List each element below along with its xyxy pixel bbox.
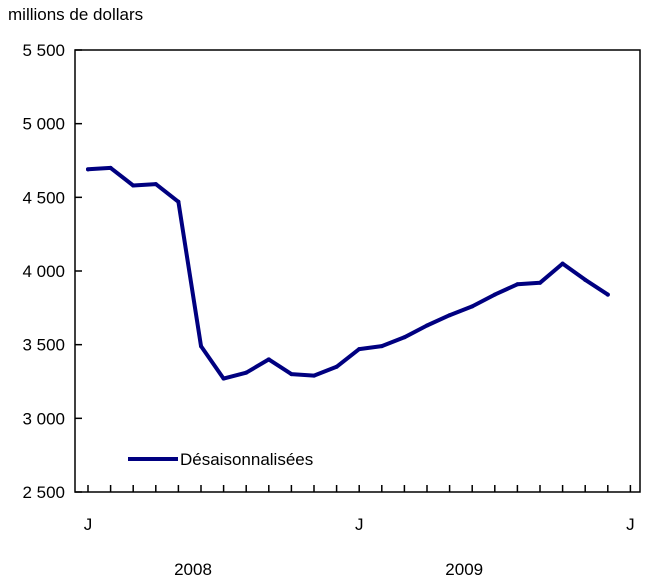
x-tick-label: J xyxy=(84,515,93,534)
y-axis: 2 500 3 000 3 500 4 000 4 500 5 000 5 500 xyxy=(22,41,82,502)
data-point xyxy=(244,370,249,375)
data-point xyxy=(199,344,203,349)
x-tick-label: J xyxy=(355,515,364,534)
legend-label-desaisonnalisees: Désaisonnalisées xyxy=(180,450,313,469)
data-point xyxy=(379,344,384,349)
data-point xyxy=(266,357,271,362)
data-point xyxy=(221,376,226,381)
data-point xyxy=(515,282,520,287)
y-tick-label: 2 500 xyxy=(22,483,65,502)
data-point xyxy=(470,304,475,309)
data-point xyxy=(334,364,339,369)
y-tick-label: 4 000 xyxy=(22,262,65,281)
data-point xyxy=(289,372,294,377)
data-point xyxy=(560,261,565,266)
data-point xyxy=(153,182,158,187)
x-year-label: 2008 xyxy=(174,560,212,579)
y-tick-label: 4 500 xyxy=(22,188,65,207)
data-point xyxy=(312,373,316,378)
data-point xyxy=(447,313,452,318)
data-point xyxy=(131,183,136,188)
series-layer xyxy=(86,165,610,381)
data-point xyxy=(605,292,610,297)
y-tick-label: 3 500 xyxy=(22,336,65,355)
legend: Désaisonnalisées xyxy=(128,450,313,469)
series-line xyxy=(86,165,610,381)
data-point xyxy=(538,280,542,285)
data-point xyxy=(402,335,407,340)
y-tick-label: 5 500 xyxy=(22,41,65,60)
data-point xyxy=(357,347,362,352)
data-point xyxy=(425,323,429,328)
x-year-label: 2009 xyxy=(445,560,483,579)
y-tick-label: 5 000 xyxy=(22,115,65,134)
y-tick-label: 3 000 xyxy=(22,409,65,428)
x-tick-label: J xyxy=(626,515,635,534)
y-axis-label: millions de dollars xyxy=(8,5,143,24)
data-point xyxy=(86,167,90,172)
data-point xyxy=(492,292,497,297)
x-axis: JJJM200820092010 xyxy=(84,485,649,579)
data-point xyxy=(108,165,113,170)
data-point xyxy=(583,277,588,282)
data-point xyxy=(176,199,181,204)
